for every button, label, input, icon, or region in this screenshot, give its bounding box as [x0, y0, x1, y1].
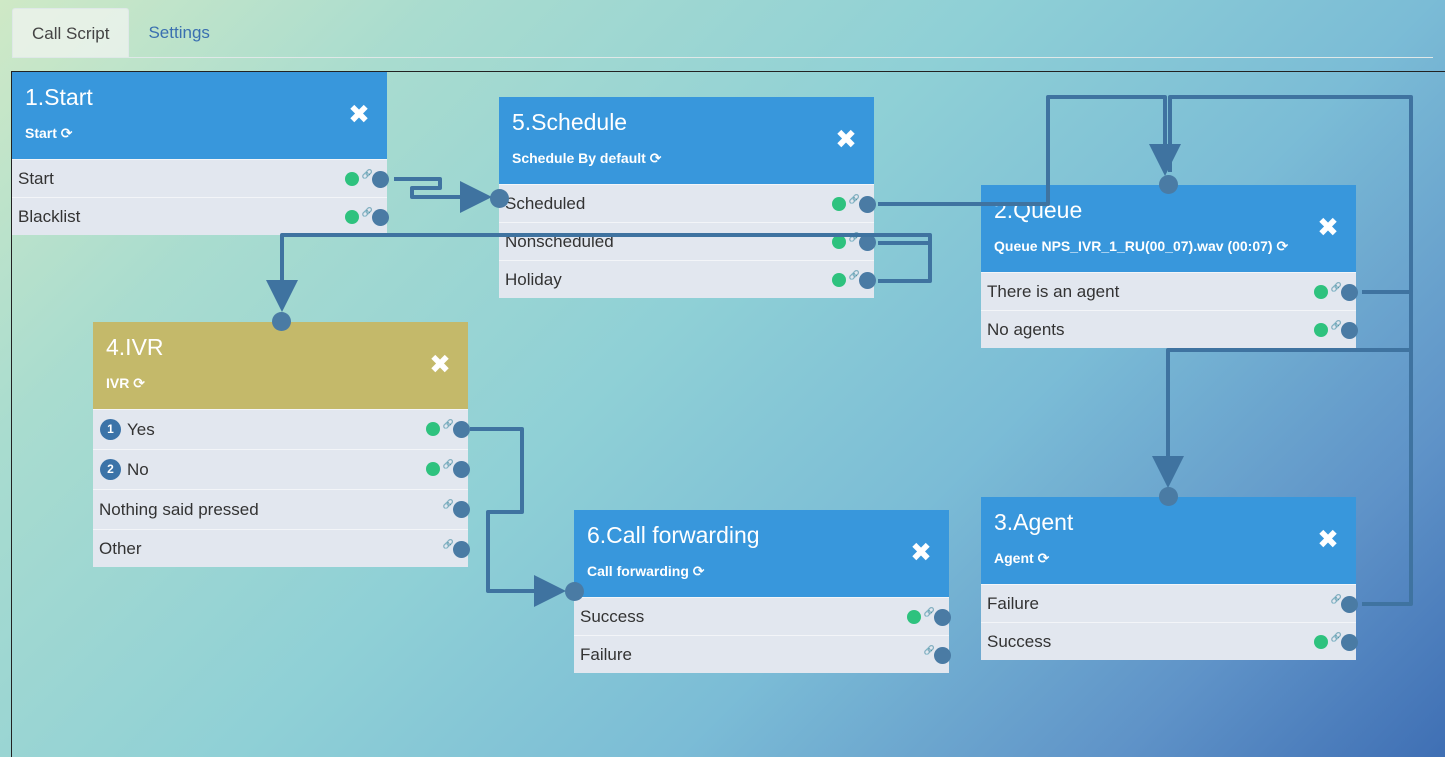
row-label: Start — [18, 168, 54, 188]
refresh-icon[interactable]: ⟳ — [133, 375, 145, 391]
output-port[interactable] — [1341, 284, 1358, 301]
link-icon[interactable]: 🔗 — [848, 194, 860, 204]
close-icon[interactable]: ✖ — [835, 124, 857, 154]
row-label: Yes — [127, 419, 155, 439]
row-label: Scheduled — [505, 193, 586, 213]
link-icon[interactable]: 🔗 — [442, 499, 454, 509]
row-label: No agents — [987, 319, 1065, 339]
output-port[interactable] — [859, 272, 876, 289]
node-subtitle: Agent — [994, 550, 1034, 566]
node-subtitle: Call forwarding — [587, 563, 689, 579]
input-port-agent[interactable] — [1159, 487, 1178, 506]
refresh-icon[interactable]: ⟳ — [1037, 550, 1050, 566]
link-icon[interactable]: 🔗 — [442, 419, 454, 429]
node-schedule[interactable]: 5.Schedule Schedule By default ⟳ ✖ Sched… — [499, 97, 876, 298]
link-icon[interactable]: 🔗 — [442, 539, 454, 549]
output-port[interactable] — [934, 647, 951, 664]
output-port[interactable] — [1341, 596, 1358, 613]
input-port-ivr[interactable] — [272, 312, 291, 331]
row-label: No — [127, 459, 149, 479]
output-port[interactable] — [453, 541, 470, 558]
link-icon[interactable]: 🔗 — [1330, 632, 1342, 642]
status-dot — [426, 422, 440, 436]
node-ivr[interactable]: 4.IVR IVR ⟳ ✖ 1 Yes 🔗 2 No 🔗 Nothing said pr… — [93, 322, 470, 567]
close-icon[interactable]: ✖ — [910, 537, 932, 567]
link-icon[interactable]: 🔗 — [923, 607, 935, 617]
tab-bar: Call Script Settings — [12, 8, 1433, 58]
refresh-icon[interactable]: ⟳ — [649, 150, 662, 166]
status-dot — [1314, 635, 1328, 649]
status-dot — [832, 273, 846, 287]
row-label: There is an agent — [987, 281, 1120, 301]
output-port[interactable] — [372, 209, 389, 226]
close-icon[interactable]: ✖ — [1317, 524, 1339, 554]
node-title: 2.Queue — [994, 197, 1083, 223]
row-label: Other — [99, 538, 142, 558]
node-call-forwarding[interactable]: 6.Call forwarding Call forwarding ⟳ ✖ Su… — [574, 510, 951, 673]
tab-call-script[interactable]: Call Script — [12, 8, 130, 57]
node-subtitle: Queue NPS_IVR_1_RU(00_07).wav (00:07) — [994, 238, 1273, 254]
output-port[interactable] — [372, 171, 389, 188]
output-port[interactable] — [1341, 322, 1358, 339]
close-icon[interactable]: ✖ — [348, 99, 370, 129]
output-port[interactable] — [859, 196, 876, 213]
key-badge: 2 — [100, 459, 121, 480]
input-port-queue[interactable] — [1159, 175, 1178, 194]
row-label: Failure — [580, 644, 632, 664]
row-label: Blacklist — [18, 206, 81, 226]
tab-settings[interactable]: Settings — [148, 23, 210, 42]
node-subtitle: Schedule By default — [512, 150, 646, 166]
node-title: 6.Call forwarding — [587, 522, 760, 548]
node-queue[interactable]: 2.Queue Queue NPS_IVR_1_RU(00_07).wav (0… — [981, 185, 1358, 348]
output-port[interactable] — [1341, 634, 1358, 651]
node-title: 1.Start — [25, 84, 93, 110]
node-start[interactable]: 1.Start Start ⟳ ✖ Start 🔗 Blacklist 🔗 — [12, 72, 389, 235]
close-icon[interactable]: ✖ — [429, 349, 451, 379]
status-dot — [832, 197, 846, 211]
output-port[interactable] — [453, 461, 470, 478]
output-port[interactable] — [859, 234, 876, 251]
row-label: Nonscheduled — [505, 231, 614, 251]
link-icon[interactable]: 🔗 — [923, 645, 935, 655]
status-dot — [832, 235, 846, 249]
output-port[interactable] — [453, 501, 470, 518]
row-label: Success — [580, 606, 645, 626]
status-dot — [1314, 285, 1328, 299]
status-dot — [345, 210, 359, 224]
input-port-schedule[interactable] — [490, 189, 509, 208]
row-label: Success — [987, 631, 1052, 651]
node-title: 4.IVR — [106, 334, 164, 360]
row-label: Holiday — [505, 269, 562, 289]
node-agent[interactable]: 3.Agent Agent ⟳ ✖ Failure 🔗 Success 🔗 — [981, 497, 1358, 660]
node-title: 3.Agent — [994, 509, 1074, 535]
input-port-forward[interactable] — [565, 582, 584, 601]
row-label: Failure — [987, 593, 1039, 613]
output-port[interactable] — [453, 421, 470, 438]
status-dot — [1314, 323, 1328, 337]
script-canvas[interactable] — [11, 71, 1445, 757]
link-icon[interactable]: 🔗 — [361, 169, 373, 179]
close-icon[interactable]: ✖ — [1317, 212, 1339, 242]
node-title: 5.Schedule — [512, 109, 628, 135]
link-icon[interactable]: 🔗 — [442, 459, 454, 469]
node-subtitle: IVR — [106, 375, 130, 391]
status-dot — [907, 610, 921, 624]
node-subtitle: Start — [25, 125, 57, 141]
refresh-icon[interactable]: ⟳ — [692, 563, 705, 579]
refresh-icon[interactable]: ⟳ — [1276, 238, 1289, 254]
output-port[interactable] — [934, 609, 951, 626]
status-dot — [345, 172, 359, 186]
row-label: Nothing said pressed — [99, 499, 259, 519]
status-dot — [426, 462, 440, 476]
link-icon[interactable]: 🔗 — [361, 207, 373, 217]
key-badge: 1 — [100, 419, 121, 440]
refresh-icon[interactable]: ⟳ — [60, 125, 73, 141]
